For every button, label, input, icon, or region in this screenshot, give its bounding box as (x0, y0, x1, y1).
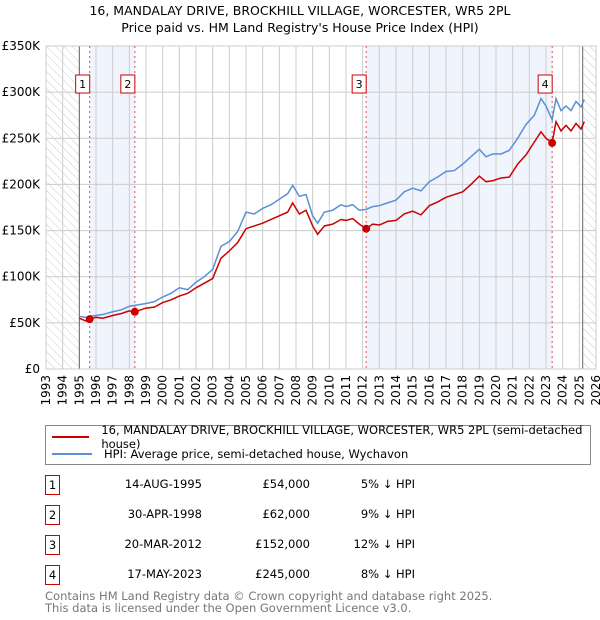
x-tick-label: 2023 (539, 375, 553, 406)
sale-hpi-diff: 12% ↓ HPI (353, 537, 415, 551)
footer-licence: This data is licensed under the Open Gov… (45, 601, 412, 615)
sale-price: £245,000 (255, 567, 310, 581)
price-chart: 1993 1994 1995 1996 1997 1998 1999 2000 2001 2002… (2, 39, 600, 406)
x-tick-label: 2019 (472, 375, 486, 406)
sale-hpi-diff: 8% ↓ HPI (360, 567, 415, 581)
sale-price: £62,000 (262, 507, 310, 521)
y-tick-label: £150K (2, 224, 42, 238)
sale-date: 30-APR-1998 (127, 507, 202, 521)
legend: 16, MANDALAY DRIVE, BROCKHILL VILLAGE, W… (45, 423, 591, 465)
x-tick-label: 2007 (272, 375, 286, 406)
property-price-line (79, 119, 586, 322)
x-tick-label: 2013 (372, 375, 386, 406)
sale-label-box (120, 74, 136, 94)
y-tick-label: £200K (2, 177, 42, 191)
sale-label-box (537, 74, 553, 94)
sale-price: £54,000 (262, 477, 310, 491)
sale-label: 2 (124, 78, 131, 91)
sale-point (85, 315, 94, 324)
sale-row: 4 17-MAY-2023 £245,000 8% ↓ HPI (45, 565, 445, 585)
sale-label-box (351, 74, 367, 94)
x-tick-label: 2022 (522, 375, 536, 406)
x-tick-label: 2009 (306, 375, 320, 406)
legend-swatch-property (52, 436, 90, 438)
sale-number: 1 (45, 475, 60, 495)
legend-hpi: HPI: Average price, semi-detached house,… (104, 447, 409, 461)
y-tick-label: £300K (2, 85, 42, 99)
x-tick-label: 1996 (89, 375, 103, 406)
sale-number: 3 (45, 535, 60, 555)
sale-date: 17-MAY-2023 (127, 567, 202, 581)
x-tick-label: 2024 (556, 375, 570, 406)
x-tick-label: 2020 (489, 375, 503, 406)
shaded-range (366, 46, 553, 369)
x-tick-label: 1995 (72, 375, 86, 406)
x-tick-label: 1998 (122, 375, 136, 406)
x-tick-label: 2000 (156, 375, 170, 406)
x-tick-label: 2008 (289, 375, 303, 406)
plot-frame (45, 45, 597, 370)
sale-number: 4 (45, 565, 60, 585)
x-tick-label: 2021 (506, 375, 520, 406)
x-tick-label: 2015 (406, 375, 420, 406)
legend-property: 16, MANDALAY DRIVE, BROCKHILL VILLAGE, W… (101, 423, 583, 451)
x-tick-label: 2012 (356, 375, 370, 406)
x-tick-label: 2002 (189, 375, 203, 406)
sale-point (362, 224, 371, 233)
footer-copyright: Contains HM Land Registry data © Crown c… (45, 589, 493, 603)
x-tick-label: 2011 (339, 375, 353, 406)
x-tick-label: 2001 (172, 375, 186, 406)
x-tick-label: 2025 (572, 375, 586, 406)
sale-label-box (75, 74, 91, 94)
x-tick-label: 1993 (39, 375, 53, 406)
x-tick-label: 2003 (206, 375, 220, 406)
sale-point (548, 138, 557, 147)
y-tick-label: £350K (2, 39, 42, 53)
legend-swatch-hpi (52, 453, 92, 455)
sale-number: 2 (45, 505, 60, 525)
x-tick-label: 2004 (222, 375, 236, 406)
sale-hpi-diff: 5% ↓ HPI (360, 477, 415, 491)
x-tick-label: 2014 (389, 375, 403, 406)
x-tick-label: 2006 (256, 375, 270, 406)
x-tick-label: 1999 (139, 375, 153, 406)
x-tick-label: 1994 (56, 375, 70, 406)
sale-point (130, 307, 139, 316)
sale-row: 2 30-APR-1998 £62,000 9% ↓ HPI (45, 505, 445, 525)
chart-title: 16, MANDALAY DRIVE, BROCKHILL VILLAGE, W… (89, 3, 511, 18)
chart-subtitle: Price paid vs. HM Land Registry's House … (121, 20, 479, 35)
y-tick-label: £100K (2, 270, 42, 284)
y-tick-label: £0 (25, 362, 40, 376)
x-tick-label: 1997 (106, 375, 120, 406)
hatched-range (582, 46, 596, 369)
x-tick-label: 2026 (589, 375, 600, 406)
sale-date: 20-MAR-2012 (124, 537, 202, 551)
y-tick-label: £50K (9, 316, 41, 330)
sale-label: 3 (356, 78, 363, 91)
sale-price: £152,000 (255, 537, 310, 551)
hpi-line (79, 95, 586, 319)
sale-hpi-diff: 9% ↓ HPI (360, 507, 415, 521)
sale-row: 1 14-AUG-1995 £54,000 5% ↓ HPI (45, 475, 445, 495)
sale-date: 14-AUG-1995 (124, 477, 202, 491)
x-tick-label: 2005 (239, 375, 253, 406)
sale-label: 1 (79, 78, 86, 91)
x-tick-label: 2016 (422, 375, 436, 406)
footer: Contains HM Land Registry data © Crown c… (45, 590, 492, 614)
x-tick-label: 2010 (322, 375, 336, 406)
sale-label: 4 (542, 78, 549, 91)
sale-row: 3 20-MAR-2012 £152,000 12% ↓ HPI (45, 535, 445, 555)
x-tick-label: 2017 (439, 375, 453, 406)
x-tick-label: 2018 (456, 375, 470, 406)
y-tick-label: £250K (2, 131, 42, 145)
